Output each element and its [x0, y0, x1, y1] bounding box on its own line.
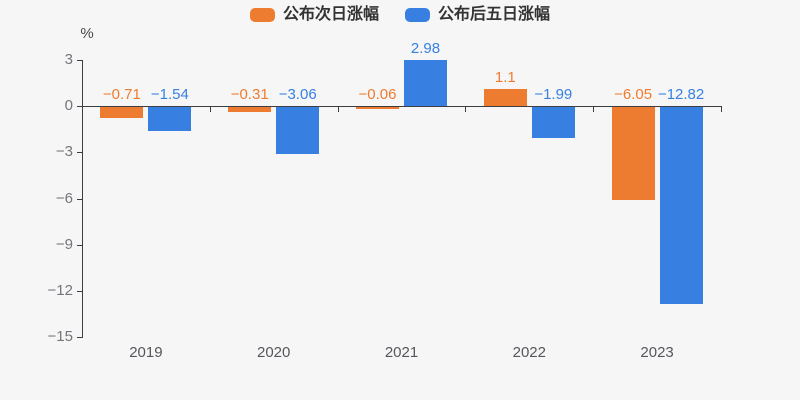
bar-公布后五日涨幅-2021[interactable]	[404, 60, 447, 107]
legend-item-label: 公布后五日涨幅	[438, 6, 551, 23]
bar-value-label: −0.31	[230, 86, 269, 104]
y-axis-tick-label: 3	[64, 51, 73, 68]
bar-公布次日涨幅-2020[interactable]	[228, 107, 272, 112]
bar-value-label: −6.05	[614, 86, 653, 104]
bar-value-label: −1.54	[150, 86, 189, 104]
bar-value-label: −3.06	[278, 86, 317, 104]
legend-item-0[interactable]: 公布次日涨幅	[249, 6, 379, 24]
y-axis-tick	[77, 337, 82, 338]
y-axis-line	[82, 60, 83, 338]
bar-value-label: 2.98	[410, 40, 441, 58]
bar-公布后五日涨幅-2023[interactable]	[659, 107, 703, 305]
legend: 公布次日涨幅 公布后五日涨幅	[0, 6, 800, 24]
y-axis-tick	[77, 152, 82, 153]
x-axis-category-label: 2020	[257, 344, 291, 361]
bar-公布次日涨幅-2023[interactable]	[611, 107, 655, 201]
bar-value-label: −0.06	[358, 86, 397, 104]
bar-公布次日涨幅-2021[interactable]	[356, 107, 399, 109]
y-axis-tick-label: −6	[55, 190, 73, 207]
legend-item-label: 公布次日涨幅	[282, 6, 379, 23]
bar-公布后五日涨幅-2022[interactable]	[531, 107, 575, 138]
y-axis-unit-label: %	[80, 25, 94, 42]
bar-公布后五日涨幅-2020[interactable]	[276, 107, 320, 155]
x-axis-tick	[338, 106, 339, 112]
legend-swatch-icon	[249, 8, 275, 22]
y-axis-tick	[77, 245, 82, 246]
y-axis-tick-label: −15	[47, 328, 73, 345]
x-axis-tick	[465, 106, 466, 112]
bar-公布次日涨幅-2019[interactable]	[100, 107, 144, 119]
y-axis-tick-label: −12	[47, 282, 73, 299]
x-axis-tick	[82, 106, 83, 112]
x-axis-tick	[721, 106, 722, 112]
x-axis-category-label: 2021	[384, 344, 419, 361]
legend-item-1[interactable]: 公布后五日涨幅	[405, 6, 550, 24]
bar-value-label: 1.1	[494, 69, 516, 87]
bar-公布后五日涨幅-2019[interactable]	[148, 107, 192, 131]
y-axis-tick	[77, 199, 82, 200]
legend-swatch-icon	[405, 8, 430, 22]
x-axis-category-label: 2023	[640, 344, 674, 361]
y-axis-tick-label: −3	[55, 143, 73, 160]
y-axis-tick-label: 0	[64, 97, 73, 114]
x-axis-category-label: 2022	[512, 344, 546, 361]
bar-公布次日涨幅-2022[interactable]	[483, 89, 527, 107]
y-axis-tick	[77, 106, 82, 107]
y-axis-tick	[77, 60, 82, 61]
x-axis-line	[82, 106, 721, 107]
y-axis-tick	[77, 291, 82, 292]
bar-value-label: −12.82	[657, 86, 705, 104]
bar-value-label: −1.99	[534, 86, 573, 104]
x-axis-tick	[210, 106, 211, 112]
y-axis-tick-label: −9	[55, 236, 73, 253]
x-axis-category-label: 2019	[129, 344, 163, 361]
bar-value-label: −0.71	[102, 86, 141, 104]
x-axis-tick	[593, 106, 594, 112]
